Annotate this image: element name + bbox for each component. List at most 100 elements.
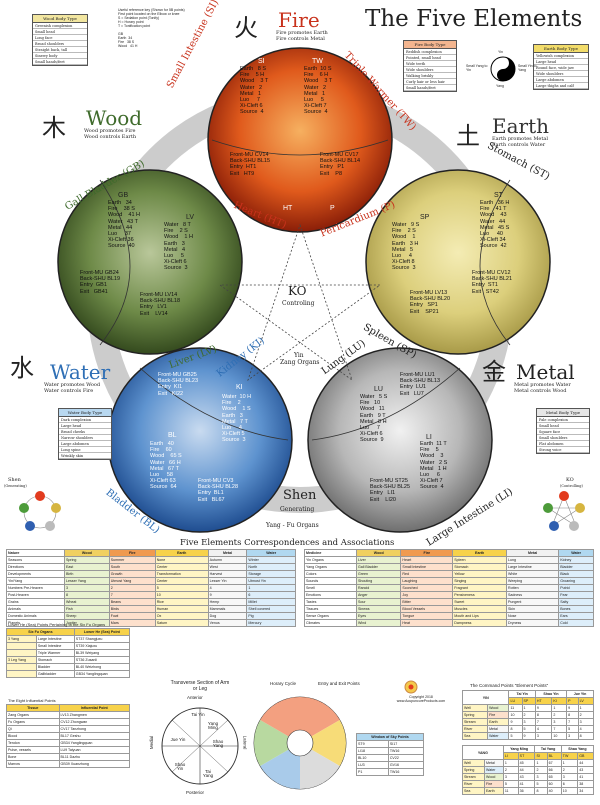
column-header: LV	[577, 697, 595, 705]
lu-label: LU	[374, 386, 383, 393]
table-cell: Salty	[558, 598, 594, 606]
table-cell: Large Intestine	[35, 635, 75, 643]
table-cell: Dryness	[506, 619, 560, 627]
table-row: Tastes Sour Bitter Sweet Pungent Salty	[304, 598, 594, 606]
yin-sub: Zang Organs	[280, 359, 320, 366]
li-front-mu: Front-MU ST25 Back-SHU BL25 Entry LI1 Ex…	[370, 478, 411, 503]
table-cell: Heat	[400, 619, 454, 627]
table-cell: 2	[502, 766, 519, 774]
table-cell: 5	[534, 780, 548, 788]
table-cell: CV17 Tanzhong	[58, 725, 131, 733]
table-row: Yin Organs Liver Heart Spleen Lung Kidney	[304, 556, 594, 564]
table-row: P1 TW16	[356, 768, 425, 776]
copyright: Copyright 2018 www.AcupuncureProducts.co…	[396, 695, 446, 703]
table-row: Domestic Animals Sheep Fowl Ox Dog Pig	[6, 612, 296, 620]
table-cell: Muscles	[452, 605, 508, 613]
table-cell: ST39 Xiajuxu	[73, 642, 131, 650]
table-row: Colors Green Red Yellow White Black	[304, 570, 594, 578]
table-cell: Venus	[207, 619, 248, 627]
table-cell: Well	[461, 704, 489, 712]
medicine-table: Medicine Wood Fire Earth Metal Water Yin…	[304, 549, 594, 627]
table-cell: 41	[577, 773, 594, 781]
water-promotes: Water promotes Wood	[44, 382, 101, 388]
table-cell	[6, 670, 37, 678]
entry-exit-title: Entry and Exit Points	[318, 681, 360, 686]
table-cell: Seasons	[6, 556, 65, 564]
table-cell: Center	[154, 563, 209, 571]
table-row: Tissues Sinews Blood Vessels Muscles Skin Bon…	[304, 605, 594, 613]
command-title: The Command Points "Element Points"	[470, 683, 549, 688]
table-cell: Weeping	[506, 577, 560, 585]
table-cell: 9	[207, 591, 248, 599]
table-row: Spring Water 2 44 2 66 2 43	[461, 766, 594, 774]
st-front-mu: Front-MU CV12 Back-SHU BL21 Entry ST1 Ex…	[472, 270, 513, 295]
table-cell: 4	[534, 725, 553, 733]
table-cell: 67	[546, 759, 562, 767]
table-row: BL10 CV22	[356, 754, 425, 762]
table-cell: 3	[502, 773, 519, 781]
table-cell: 38	[577, 780, 594, 788]
table-cell: Sheep	[64, 612, 110, 620]
column-header: GB	[577, 752, 594, 760]
table-row: Stream Wood 3 43 3 65 3 41	[461, 773, 594, 781]
table-cell: Harvest	[207, 570, 248, 578]
ki-points: Water 10 H Fire 2 Wood 1 S Earth 3 Metal…	[222, 394, 252, 444]
table-cell: ST9	[356, 740, 389, 748]
table-cell: Stomach	[35, 656, 75, 664]
sp-points: Water 9 S Fire 2 S Wood 1 Earth 3 H Meta…	[392, 222, 420, 272]
lu-front-mu: Front-MU LU1 Back-SHU BL13 Entry LU1 Exi…	[400, 372, 441, 397]
table-cell: 5	[154, 584, 209, 592]
table-cell: 3 Yang	[6, 635, 37, 643]
table-cell: Heart	[400, 556, 454, 564]
table-cell: BL39 Weiyang	[73, 649, 131, 657]
table-cell: Fire	[487, 711, 510, 719]
table-cell: Yin/Yang	[6, 577, 65, 585]
posterior-label: Posterior	[186, 790, 205, 795]
yin-yang-left: Small Yang to Yin	[466, 64, 488, 72]
metal-name: Metal	[516, 360, 575, 384]
wood-controls: Wood controls Earth	[84, 134, 137, 140]
table-cell: 1	[521, 704, 536, 712]
table-cell: 3	[64, 584, 110, 592]
table-row: Post-Heaven 8 7 10 9 6	[6, 591, 296, 599]
table-cell: GV16	[387, 761, 425, 769]
table-cell: Earth	[484, 787, 504, 795]
table-cell: Ox	[154, 612, 209, 620]
table-cell: Fu Organs	[6, 718, 60, 726]
horary-title: Horary Cycle	[270, 681, 297, 686]
table-cell: Planets	[6, 619, 65, 627]
water-controls: Water controls Fire	[44, 388, 94, 394]
seg-jue-yin: Jue Yin	[170, 737, 186, 742]
earth-circle	[365, 169, 551, 355]
si-points: Earth 8 S Fire 5 H Wood 3 T Water 2 Meta…	[240, 66, 269, 116]
table-cell: 1	[551, 704, 568, 712]
table-cell: 9	[508, 718, 523, 726]
column-header: ST	[517, 752, 536, 760]
table-cell: Mercury	[246, 619, 296, 627]
fire-promotes: Fire promotes Earth	[276, 30, 328, 36]
table-cell: 5	[508, 732, 523, 740]
column-header: TW	[560, 752, 579, 760]
table-cell: Autumn	[207, 556, 248, 564]
table-cell: River	[461, 725, 489, 733]
table-cell: CV12 Zhongwan	[58, 718, 131, 726]
table-cell: Spring	[461, 766, 486, 774]
ko-mini-label: KO	[566, 477, 574, 483]
table-cell: BL11 Dazhu	[58, 753, 131, 761]
metal-controls: Metal controls Wood	[514, 388, 567, 394]
table-cell: Human	[154, 605, 209, 613]
table-cell: Wood	[487, 704, 510, 712]
table-cell: Earth	[487, 718, 510, 726]
table-cell: 2	[560, 766, 579, 774]
table-cell: Well	[461, 759, 486, 767]
table-cell: Laughing	[400, 577, 454, 585]
metal-char: 金	[482, 358, 506, 386]
nature-table: Nature Wood Fire Earth Metal Water Seaso…	[6, 549, 296, 627]
table-cell: Directions	[6, 563, 65, 571]
table-cell: 3	[521, 718, 536, 726]
influential-title: The Eight Influential Points	[8, 698, 56, 703]
table-cell: Blood	[6, 732, 60, 740]
fire-body-type: Fire Body Type Reddish complexion Pointe…	[403, 40, 457, 92]
table-row: River Metal 8 5 4 7 5 4	[461, 725, 595, 733]
table-cell: 9	[566, 704, 579, 712]
